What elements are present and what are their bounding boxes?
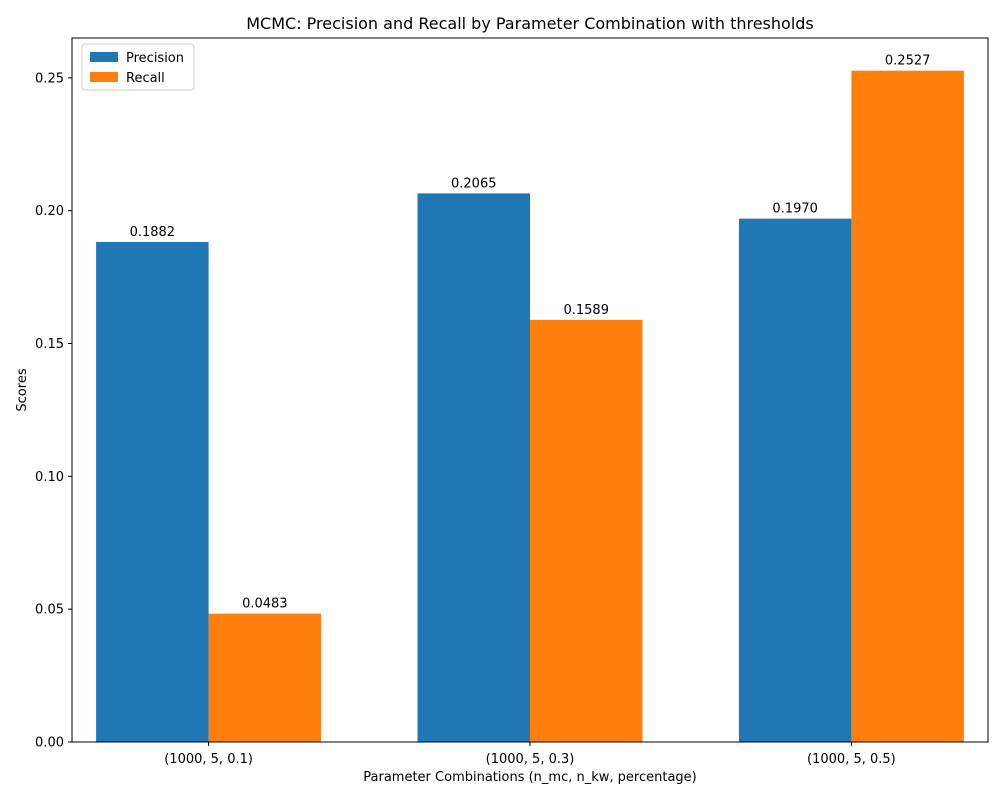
- data-label-precision-1: 0.1882: [130, 225, 176, 240]
- bar-recall-1: [208, 613, 322, 742]
- data-label-recall-1: 0.0483: [242, 597, 288, 612]
- data-label-recall-2: 0.1589: [563, 303, 609, 318]
- axes-layer: 0.00 0.05 0.10 0.15 0.20 0.25 (1000, 5, 0.1) (1…: [35, 37, 989, 767]
- y-tick-label-6: 0.25: [35, 71, 64, 86]
- bar-recall-3: [851, 70, 964, 743]
- legend: Precision Recall: [81, 43, 195, 91]
- x-tick-label-1: (1000, 5, 0.1): [164, 752, 253, 767]
- y-tick-label-2: 0.05: [35, 603, 64, 618]
- data-labels-layer: 0.1882 0.2065 0.1970 0.0483 0.1589 0.2527: [130, 54, 931, 612]
- bar-precision-2: [417, 193, 530, 742]
- bar-precision-1: [96, 242, 209, 743]
- data-label-recall-3: 0.2527: [885, 54, 931, 69]
- bar-recall-2: [530, 319, 643, 742]
- x-axis-label: Parameter Combinations (n_mc, n_kw, perc…: [363, 770, 696, 785]
- y-tick-label-5: 0.20: [35, 204, 64, 219]
- legend-label-recall: Recall: [126, 71, 165, 86]
- legend-swatch-recall: [90, 72, 118, 82]
- y-tick-label-4: 0.15: [35, 337, 64, 352]
- y-tick-label-1: 0.00: [35, 736, 64, 751]
- y-axis-label: Scores: [15, 368, 30, 411]
- x-tick-label-2: (1000, 5, 0.3): [486, 752, 575, 767]
- data-label-precision-3: 0.1970: [772, 202, 818, 217]
- chart-title: MCMC: Precision and Recall by Parameter …: [246, 14, 814, 33]
- bars-layer: [96, 70, 964, 743]
- legend-swatch-precision: [90, 52, 118, 62]
- x-tick-label-3: (1000, 5, 0.5): [807, 752, 896, 767]
- legend-label-precision: Precision: [126, 51, 184, 66]
- data-label-precision-2: 0.2065: [451, 176, 497, 191]
- y-tick-label-3: 0.10: [35, 470, 64, 485]
- bar-precision-3: [738, 218, 852, 743]
